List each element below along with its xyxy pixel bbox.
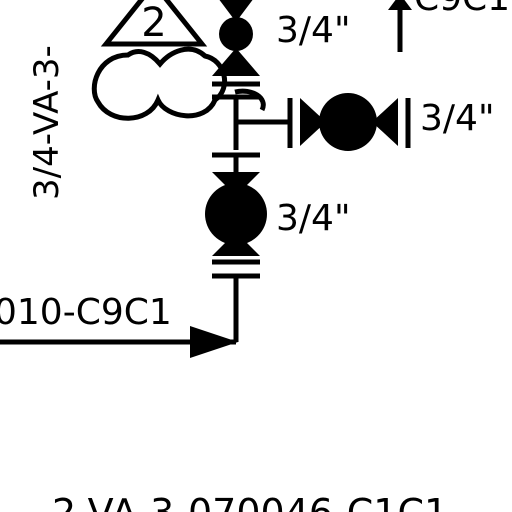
branch-valve-size: 3/4"	[420, 98, 495, 139]
top-valve	[212, 0, 260, 76]
lower-valve-size: 3/4"	[276, 198, 351, 239]
branch-line	[236, 98, 411, 148]
incoming-line-label: 010-C9C1	[0, 292, 172, 333]
branch-valve	[300, 93, 398, 151]
revision-triangle: 2	[100, 0, 208, 47]
revision-number: 2	[141, 0, 166, 46]
incoming-line	[0, 326, 238, 358]
vertical-line-number: 3/4-VA-3-	[27, 45, 67, 200]
header-right-text: C9C1	[414, 0, 510, 19]
bottom-line-number: 2-VA-3-070046-C1C1	[52, 491, 448, 512]
upward-arrow	[388, 0, 412, 52]
lower-valve	[205, 172, 267, 256]
top-valve-size: 3/4"	[276, 10, 351, 51]
